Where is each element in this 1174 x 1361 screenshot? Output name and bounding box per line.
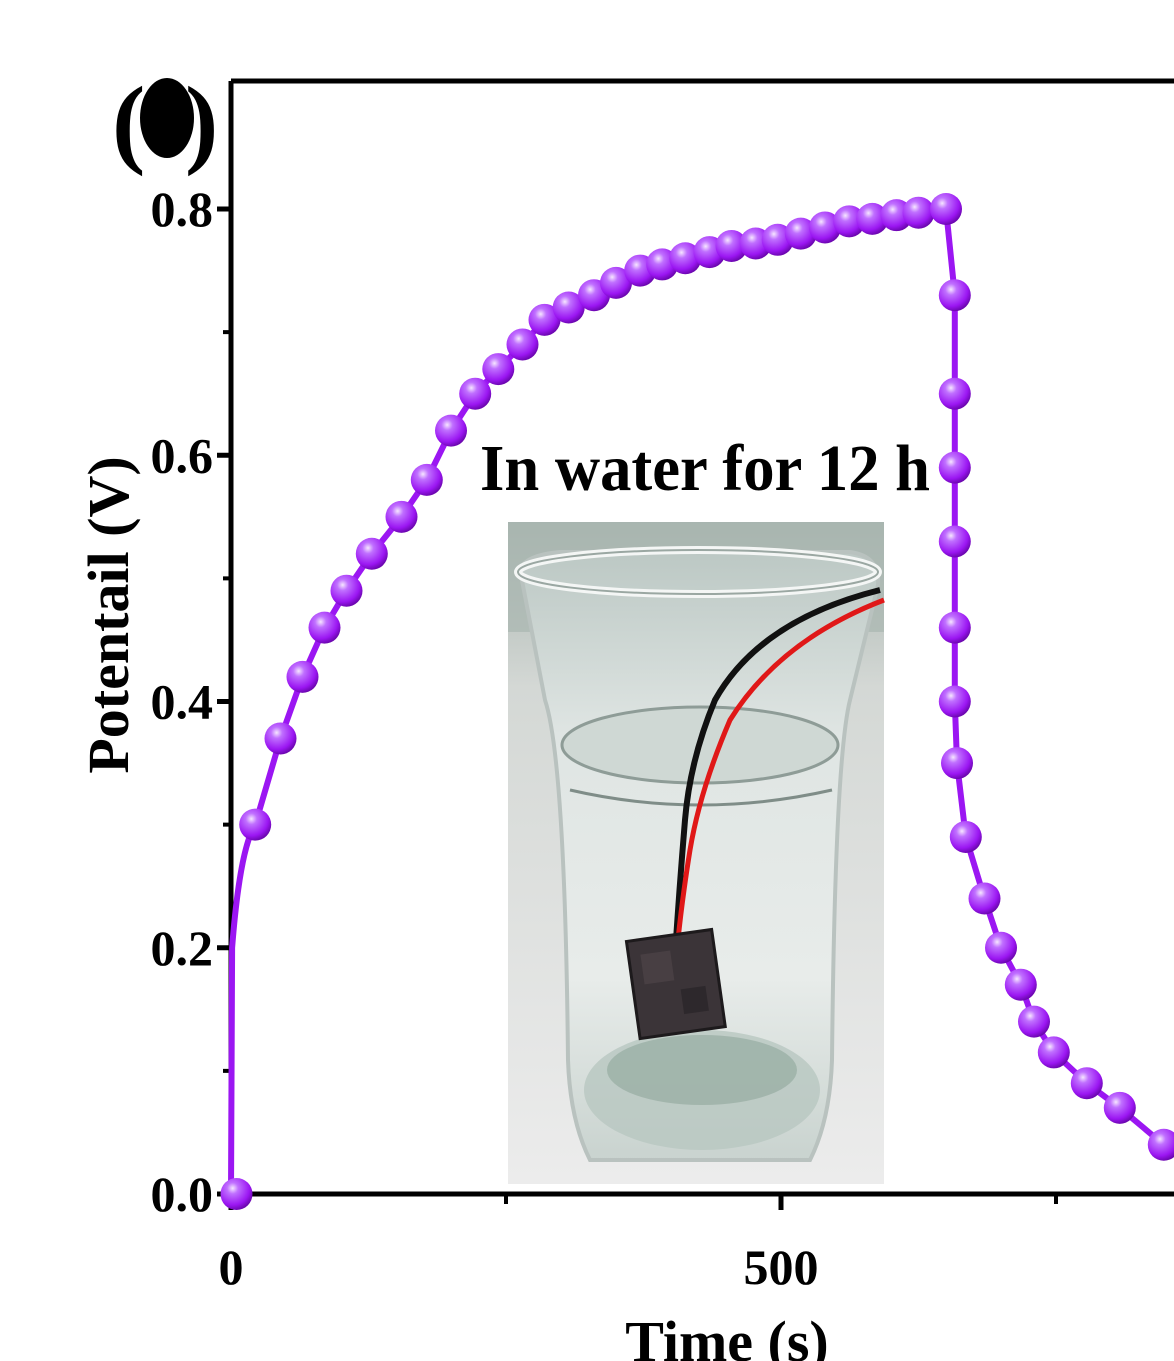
series-0 [220, 193, 1174, 1210]
data-point [784, 217, 817, 250]
data-point [809, 211, 841, 244]
data-point [930, 193, 962, 225]
data-point [385, 500, 418, 533]
y-tick-label: 0.2 [151, 920, 214, 976]
data-point [941, 747, 973, 780]
data-point [902, 196, 935, 229]
data-point [938, 525, 971, 558]
data-point [264, 722, 297, 755]
x-ticks: 0 500 [219, 1194, 1058, 1295]
data-point [1070, 1067, 1103, 1100]
y-axis-title: Potentail (V) [76, 456, 141, 773]
data-point [856, 202, 889, 235]
data-point [1018, 1005, 1050, 1038]
x-tick-label: 500 [744, 1239, 819, 1295]
inset-caption: In water for 12 h [480, 432, 930, 505]
data-point [715, 229, 748, 262]
panel-label-filled-circle [140, 78, 194, 158]
inset-photo [508, 522, 885, 1184]
data-point [833, 205, 866, 238]
data-point [949, 820, 982, 853]
data-point [330, 574, 363, 607]
data-point [985, 931, 1017, 964]
data-point [220, 1178, 253, 1210]
data-point [1037, 1036, 1070, 1069]
panel-label-open: ( [112, 66, 145, 177]
data-point [459, 377, 492, 410]
y-tick-label: 0.0 [151, 1166, 214, 1222]
data-point [1147, 1128, 1174, 1161]
x-tick-label: 0 [219, 1239, 244, 1295]
y-ticks: 0.0 0.2 0.4 0.6 0.8 [151, 181, 231, 1222]
y-tick-label: 0.4 [151, 674, 214, 730]
data-point [968, 882, 1001, 915]
y-tick-label: 0.8 [151, 181, 214, 237]
data-point [482, 353, 515, 386]
data-point [435, 414, 467, 447]
panel-label: ( ) [112, 66, 218, 177]
x-axis-title: Time (s) [625, 1309, 829, 1361]
panel-label-close: ) [185, 66, 218, 177]
data-point [286, 660, 319, 693]
data-point [938, 279, 971, 312]
data-point [1004, 968, 1037, 1001]
data-point [506, 328, 539, 361]
data-point [938, 451, 971, 484]
data-point [552, 291, 585, 324]
data-point [410, 463, 443, 496]
data-point [938, 611, 971, 644]
y-tick-label: 0.6 [151, 427, 214, 483]
data-point [669, 242, 702, 275]
data-point [528, 303, 561, 336]
data-point [239, 808, 272, 841]
data-point [308, 611, 341, 644]
data-point [938, 377, 971, 410]
data-point [1103, 1091, 1136, 1124]
data-point [938, 685, 971, 718]
data-point [355, 537, 388, 570]
data-point [600, 266, 632, 299]
